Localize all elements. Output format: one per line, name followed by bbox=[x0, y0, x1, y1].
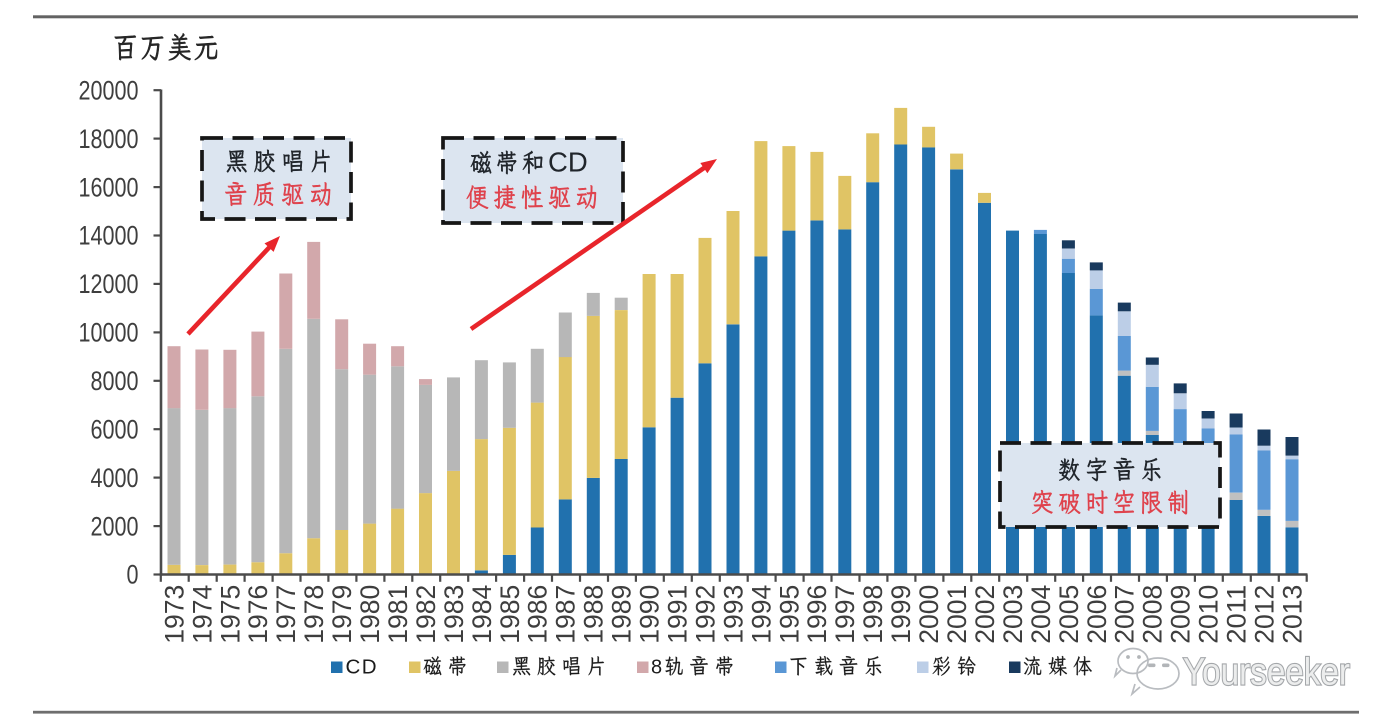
svg-text:2002: 2002 bbox=[970, 585, 1000, 644]
svg-text:1986: 1986 bbox=[523, 585, 553, 644]
svg-text:2012: 2012 bbox=[1250, 585, 1280, 644]
svg-text:16000: 16000 bbox=[79, 172, 139, 202]
svg-text:1997: 1997 bbox=[830, 585, 860, 644]
svg-text:2008: 2008 bbox=[1138, 585, 1168, 644]
svg-text:CD: CD bbox=[346, 656, 378, 679]
svg-text:1998: 1998 bbox=[858, 585, 888, 644]
svg-text:2010: 2010 bbox=[1194, 585, 1224, 644]
svg-text:2007: 2007 bbox=[1110, 585, 1140, 644]
svg-text:2009: 2009 bbox=[1166, 585, 1196, 644]
svg-text:1979: 1979 bbox=[327, 585, 357, 644]
svg-text:CD: CD bbox=[548, 147, 588, 178]
svg-text:1975: 1975 bbox=[215, 585, 245, 644]
svg-text:8: 8 bbox=[651, 657, 662, 679]
svg-text:1980: 1980 bbox=[355, 585, 385, 644]
svg-text:1983: 1983 bbox=[439, 585, 469, 644]
svg-text:2013: 2013 bbox=[1277, 585, 1307, 644]
svg-text:1974: 1974 bbox=[187, 585, 217, 644]
svg-text:1976: 1976 bbox=[243, 585, 273, 644]
svg-text:6000: 6000 bbox=[91, 414, 139, 444]
svg-text:1984: 1984 bbox=[467, 585, 497, 644]
svg-text:18000: 18000 bbox=[79, 124, 139, 154]
svg-text:1978: 1978 bbox=[299, 585, 329, 644]
svg-text:2011: 2011 bbox=[1222, 585, 1252, 644]
svg-text:1991: 1991 bbox=[663, 585, 693, 644]
svg-text:1982: 1982 bbox=[411, 585, 441, 644]
svg-text:1988: 1988 bbox=[579, 585, 609, 644]
svg-text:20000: 20000 bbox=[79, 75, 139, 105]
svg-text:Yourseeker: Yourseeker bbox=[1183, 652, 1350, 694]
svg-text:1973: 1973 bbox=[159, 585, 189, 644]
svg-text:1996: 1996 bbox=[802, 585, 832, 644]
svg-text:1987: 1987 bbox=[551, 585, 581, 644]
svg-text:8000: 8000 bbox=[91, 366, 139, 396]
svg-text:1989: 1989 bbox=[607, 585, 637, 644]
svg-text:1981: 1981 bbox=[383, 585, 413, 644]
svg-text:14000: 14000 bbox=[79, 221, 139, 251]
svg-text:1995: 1995 bbox=[774, 585, 804, 644]
svg-text:1994: 1994 bbox=[746, 585, 776, 644]
svg-text:4000: 4000 bbox=[91, 463, 139, 493]
svg-text:1990: 1990 bbox=[635, 585, 665, 644]
svg-text:1999: 1999 bbox=[886, 585, 916, 644]
svg-text:2000: 2000 bbox=[914, 585, 944, 644]
svg-text:2000: 2000 bbox=[91, 511, 139, 541]
svg-text:1985: 1985 bbox=[495, 585, 525, 644]
svg-text:2003: 2003 bbox=[998, 585, 1028, 644]
svg-text:10000: 10000 bbox=[79, 318, 139, 348]
svg-text:2001: 2001 bbox=[942, 585, 972, 644]
svg-text:2004: 2004 bbox=[1026, 585, 1056, 644]
svg-text:0: 0 bbox=[127, 560, 139, 590]
svg-text:1993: 1993 bbox=[718, 585, 748, 644]
svg-text:2005: 2005 bbox=[1054, 585, 1084, 644]
svg-text:1992: 1992 bbox=[690, 585, 720, 644]
svg-text:12000: 12000 bbox=[79, 269, 139, 299]
svg-text:2006: 2006 bbox=[1082, 585, 1112, 644]
svg-text:1977: 1977 bbox=[271, 585, 301, 644]
